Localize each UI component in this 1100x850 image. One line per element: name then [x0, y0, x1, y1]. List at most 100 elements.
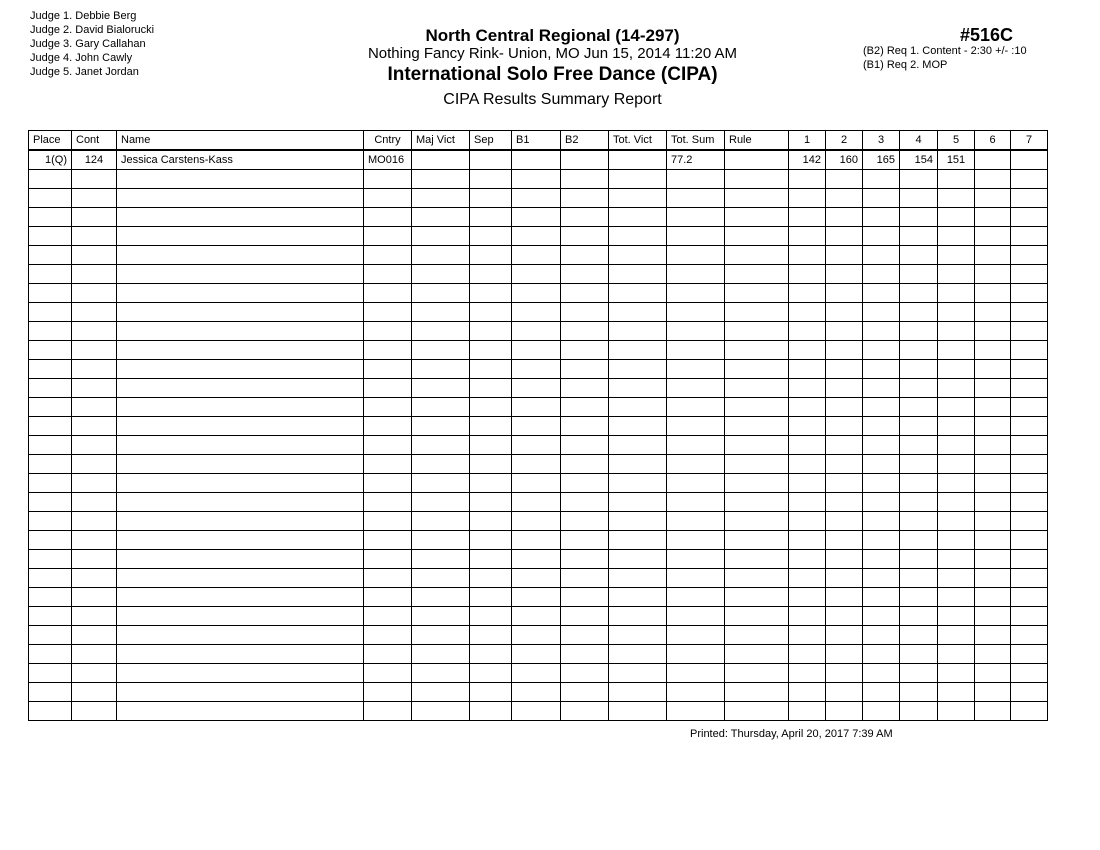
table-cell — [28, 378, 72, 398]
table-cell — [116, 226, 364, 246]
table-cell — [363, 663, 412, 683]
table-cell — [28, 188, 72, 208]
table-cell — [899, 226, 938, 246]
judge-4: Judge 4. John Cawly — [30, 52, 133, 64]
column-header: Tot. Sum — [666, 130, 725, 151]
table-cell — [937, 435, 975, 455]
table-cell — [28, 606, 72, 626]
table-cell — [469, 663, 512, 683]
table-cell — [28, 416, 72, 436]
table-cell — [666, 188, 725, 208]
table-cell — [608, 549, 667, 569]
table-cell — [28, 264, 72, 284]
table-cell — [511, 321, 561, 341]
table-cell — [560, 511, 609, 531]
table-cell — [71, 568, 117, 588]
table-cell — [937, 568, 975, 588]
table-cell — [666, 207, 725, 227]
table-cell — [71, 378, 117, 398]
table-cell — [937, 587, 975, 607]
table-cell — [28, 492, 72, 512]
table-cell — [71, 207, 117, 227]
table-cell — [1010, 530, 1048, 550]
table-cell — [28, 321, 72, 341]
table-cell — [1010, 302, 1048, 322]
table-cell — [28, 549, 72, 569]
table-cell — [974, 530, 1011, 550]
table-cell — [862, 283, 900, 303]
table-cell — [116, 321, 364, 341]
column-header: Cntry — [363, 130, 412, 151]
table-cell — [788, 530, 826, 550]
table-cell — [363, 606, 412, 626]
table-cell — [974, 321, 1011, 341]
table-cell — [511, 378, 561, 398]
table-row — [28, 511, 1048, 531]
table-cell — [511, 701, 561, 721]
table-cell — [28, 169, 72, 189]
table-cell — [1010, 397, 1048, 417]
table-cell — [71, 644, 117, 664]
table-cell — [862, 188, 900, 208]
table-cell — [825, 340, 863, 360]
table-cell — [411, 207, 470, 227]
table-row — [28, 283, 1048, 303]
table-cell — [560, 549, 609, 569]
table-cell — [937, 644, 975, 664]
table-cell — [825, 682, 863, 702]
table-cell — [862, 302, 900, 322]
table-cell: 77.2 — [666, 149, 725, 170]
table-cell — [862, 530, 900, 550]
table-cell — [411, 245, 470, 265]
table-cell — [1010, 207, 1048, 227]
table-cell — [974, 492, 1011, 512]
table-cell — [825, 568, 863, 588]
table-cell — [511, 625, 561, 645]
table-cell — [937, 169, 975, 189]
table-cell — [28, 625, 72, 645]
table-cell — [862, 435, 900, 455]
table-cell — [28, 245, 72, 265]
table-cell — [608, 264, 667, 284]
table-cell — [862, 663, 900, 683]
judge-2: Judge 2. David Bialorucki — [30, 24, 155, 36]
table-cell — [363, 568, 412, 588]
table-cell — [825, 473, 863, 493]
table-cell — [862, 245, 900, 265]
table-cell — [974, 701, 1011, 721]
table-cell — [937, 549, 975, 569]
venue-date: Nothing Fancy Rink- Union, MO Jun 15, 20… — [367, 45, 738, 62]
table-cell — [71, 587, 117, 607]
table-cell — [937, 207, 975, 227]
table-cell — [666, 435, 725, 455]
table-cell — [974, 663, 1011, 683]
judges-list: Judge 1. Debbie Berg Judge 2. David Bial… — [30, 9, 154, 79]
table-row — [28, 264, 1048, 284]
column-header: 2 — [825, 130, 863, 151]
table-cell — [560, 416, 609, 436]
table-cell — [363, 416, 412, 436]
table-cell — [469, 606, 512, 626]
table-cell — [1010, 549, 1048, 569]
table-cell — [788, 435, 826, 455]
table-cell — [71, 625, 117, 645]
table-cell — [608, 473, 667, 493]
table-cell: 160 — [825, 149, 863, 170]
table-cell — [937, 530, 975, 550]
table-cell — [608, 378, 667, 398]
table-cell — [788, 606, 826, 626]
table-cell — [825, 549, 863, 569]
table-cell — [28, 207, 72, 227]
table-cell — [666, 644, 725, 664]
table-cell — [724, 416, 789, 436]
table-cell — [899, 435, 938, 455]
table-cell — [724, 264, 789, 284]
column-header: Maj Vict — [411, 130, 470, 151]
table-cell — [363, 283, 412, 303]
table-cell — [937, 340, 975, 360]
table-cell — [511, 264, 561, 284]
table-cell — [724, 321, 789, 341]
table-cell — [411, 283, 470, 303]
table-cell — [788, 625, 826, 645]
table-cell — [363, 321, 412, 341]
